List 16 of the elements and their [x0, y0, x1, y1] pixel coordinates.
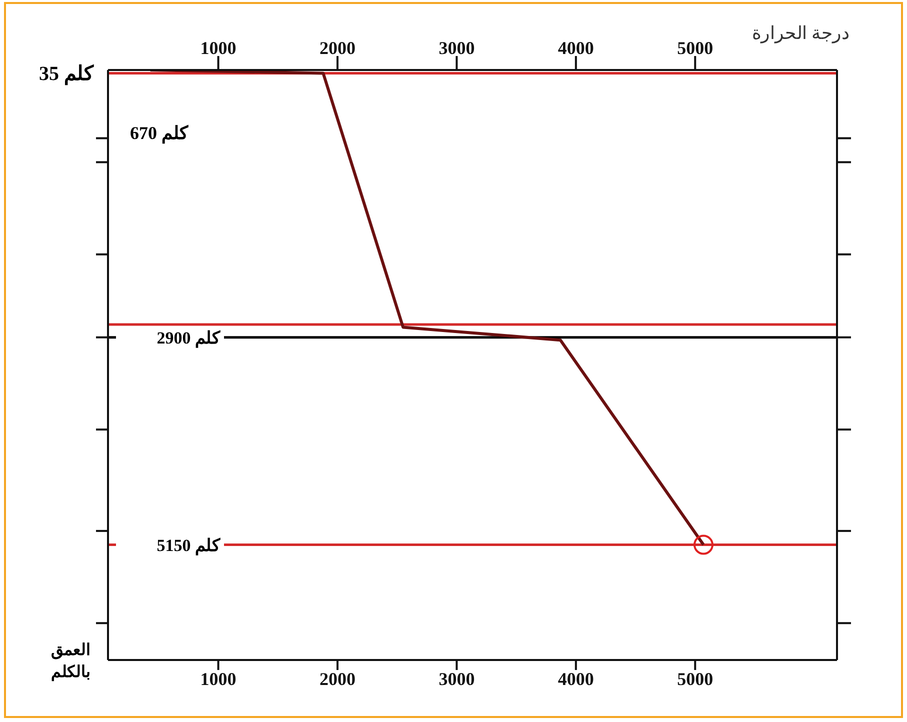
x-tick-label: 5000	[677, 668, 714, 689]
x2-tick-label: 2000	[319, 38, 356, 58]
annotation: 670 كلم	[130, 122, 188, 144]
x-tick-label: 2000	[319, 668, 356, 689]
ref-line-label: 2900 كلم	[156, 328, 221, 348]
ref-line-label: 35 كلم	[39, 63, 94, 86]
x-tick-label: 4000	[558, 668, 594, 689]
x2-tick-label: 3000	[438, 38, 475, 58]
x2-axis-title: درجة الحرارة	[752, 22, 850, 44]
x2-tick-label: 4000	[558, 38, 594, 58]
x2-tick-label: 5000	[677, 38, 714, 58]
y-axis-title: العمق بالكلم	[50, 641, 90, 684]
x-tick-label: 1000	[200, 668, 236, 689]
ref-line-label: 5150 كلم	[156, 536, 221, 556]
x2-tick-label: 1000	[200, 38, 236, 58]
x-tick-label: 3000	[438, 668, 475, 689]
